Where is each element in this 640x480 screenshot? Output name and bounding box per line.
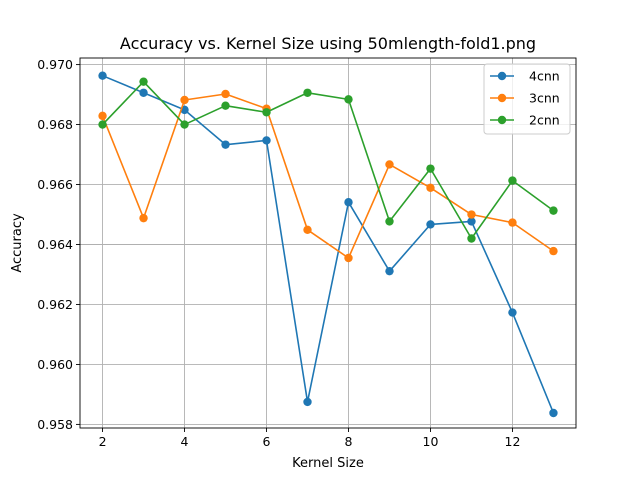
data-point [467,217,476,226]
data-point [549,206,558,215]
x-axis-title: Kernel Size [292,456,364,471]
data-point [139,88,148,97]
chart-title: Accuracy vs. Kernel Size using 50mlength… [120,34,536,53]
data-point [221,89,230,99]
y-tick-label: 0.966 [37,177,73,192]
x-tick-label: 2 [99,434,107,449]
data-point [344,95,353,104]
data-point [180,120,189,129]
data-point [98,120,107,129]
series-4cnn [98,71,558,418]
data-point [262,108,271,117]
data-point [139,77,148,86]
data-point [98,111,107,121]
x-tick-label: 6 [263,434,271,449]
legend-item-3cnn: 3cnn [490,91,560,106]
legend: 4cnn 3cnn 2cnn [483,63,571,135]
legend-item-4cnn: 4cnn [490,69,560,84]
data-point [508,176,517,185]
y-tick-label: 0.962 [37,297,73,312]
data-point [221,101,230,110]
data-point [467,210,476,219]
y-tick-label: 0.970 [37,57,73,72]
data-point [221,140,230,149]
series-layer [98,71,558,418]
data-point [344,253,353,263]
data-point [139,213,148,223]
data-point [98,71,107,80]
data-point [426,220,435,229]
data-point [385,217,394,226]
legend-marker [497,71,507,81]
axis-ticks: 2 4 6 8 10 12 0.958 0.960 0.962 0.964 0.966 0.968 0.… [37,57,520,449]
y-tick-label: 0.958 [37,417,73,432]
legend-marker [497,93,507,103]
data-point [426,183,435,193]
series-line [102,74,555,414]
x-tick-label: 4 [181,434,189,449]
data-point [508,308,517,317]
data-point [549,408,558,418]
data-point [303,88,312,97]
series-line [101,80,554,240]
data-point [262,136,271,145]
y-axis-title: Accuracy [10,213,25,273]
data-point [385,266,394,276]
data-point [303,225,312,235]
data-point [385,160,394,169]
legend-marker [497,115,507,125]
x-tick-label: 10 [423,434,439,449]
series-2cnn [98,77,558,243]
data-point [303,397,312,407]
y-tick-label: 0.968 [37,117,73,132]
data-point [549,246,558,256]
data-point [426,164,435,173]
legend-label: 2cnn [529,113,560,128]
legend-label: 4cnn [529,69,560,84]
y-tick-label: 0.964 [37,237,73,252]
data-point [508,218,517,227]
x-tick-label: 8 [345,434,353,449]
legend-item-2cnn: 2cnn [490,113,560,128]
data-point [467,234,476,243]
data-point [180,95,189,105]
series-line [101,93,554,259]
data-point [344,198,353,207]
legend-frame [483,63,571,135]
legend-label: 3cnn [529,91,560,106]
x-tick-label: 12 [505,434,521,449]
plot-frame [79,57,577,429]
y-tick-label: 0.960 [37,357,73,372]
